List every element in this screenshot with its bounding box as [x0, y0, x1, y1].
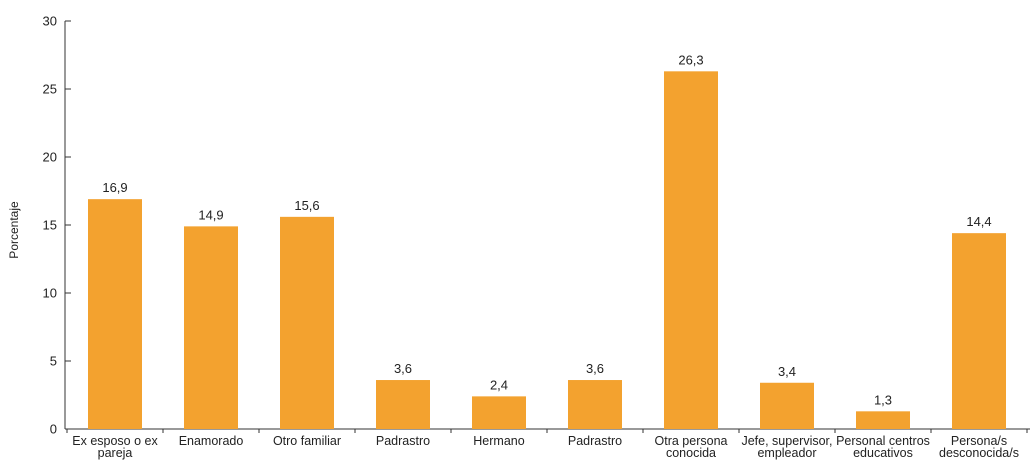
bars: [88, 71, 1006, 429]
data-label: 26,3: [678, 52, 703, 67]
data-label: 3,4: [778, 364, 796, 379]
bar: [376, 380, 430, 429]
data-label: 3,6: [586, 361, 604, 376]
y-tick-label: 25: [43, 82, 57, 97]
data-label: 14,9: [198, 207, 223, 222]
data-label: 3,6: [394, 361, 412, 376]
category-label: Ex esposo o ex pareja: [72, 434, 158, 460]
category-label: Otro familiar: [273, 434, 341, 448]
category-label: Persona/s desconocida/s: [939, 434, 1019, 460]
labels: 16,9 Ex esposo o ex pareja 14,9 Enamorado 15,…: [72, 52, 1019, 460]
data-label: 15,6: [294, 198, 319, 213]
data-label: 16,9: [102, 180, 127, 195]
category-label: Padrastro: [376, 434, 430, 448]
data-label: 14,4: [966, 214, 991, 229]
category-label: Hermano: [473, 434, 524, 448]
y-tick-label: 20: [43, 150, 57, 165]
category-label: Personal centros educativos: [836, 434, 930, 460]
bar: [88, 199, 142, 429]
y-tick-label: 30: [43, 14, 57, 29]
bar: [568, 380, 622, 429]
data-label: 1,3: [874, 392, 892, 407]
category-label: Enamorado: [179, 434, 244, 448]
y-tick-label: 15: [43, 218, 57, 233]
y-tick-label: 0: [50, 422, 57, 437]
data-label: 2,4: [490, 377, 508, 392]
bar: [472, 396, 526, 429]
category-label: Otra persona conocida: [655, 434, 728, 460]
y-tick-label: 5: [50, 354, 57, 369]
y-axis-title: Porcentaje: [7, 201, 21, 259]
y-tick-label: 10: [43, 286, 57, 301]
category-label: Padrastro: [568, 434, 622, 448]
bar: [760, 382, 814, 429]
bar: [280, 216, 334, 429]
bar: [664, 71, 718, 429]
category-label: Jefe, supervisor, empleador: [741, 434, 832, 460]
bar: [184, 226, 238, 429]
bar: [856, 411, 910, 429]
bar: [952, 233, 1006, 429]
